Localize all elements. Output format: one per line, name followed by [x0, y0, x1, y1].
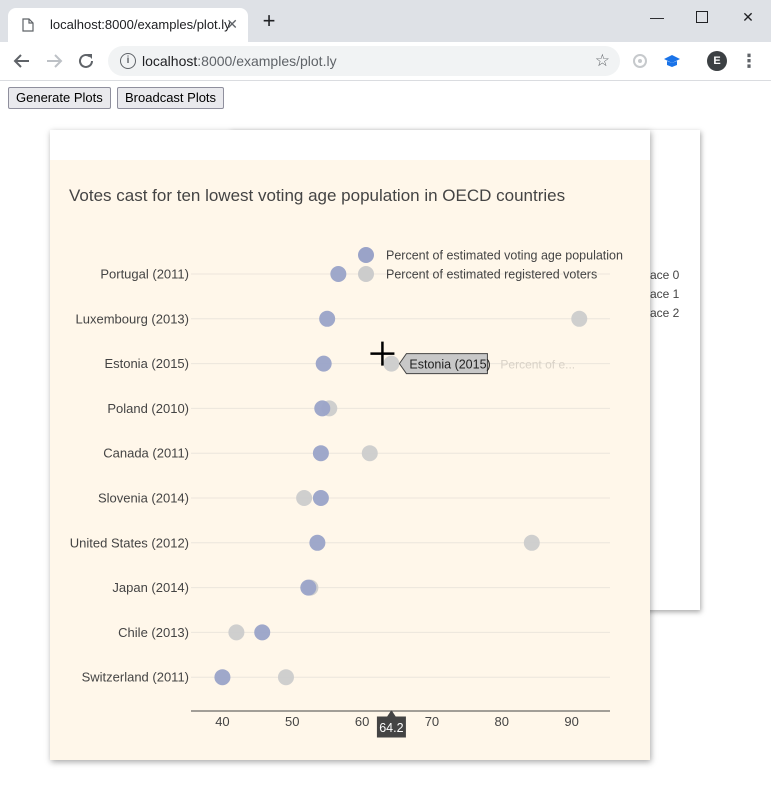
back-arrow-icon[interactable]: [10, 50, 34, 72]
voting-age-dot: [319, 310, 336, 327]
registered-voters-dot: [383, 355, 400, 372]
x-tick-label: 60: [355, 714, 369, 729]
minimize-icon[interactable]: —: [650, 9, 664, 25]
x-tick-label: 50: [285, 714, 299, 729]
legend-label: Percent of estimated registered voters: [386, 268, 597, 282]
x-tick-label: 70: [425, 714, 439, 729]
forward-arrow-icon[interactable]: [42, 50, 66, 72]
hover-series-label: Percent of e...: [500, 358, 575, 372]
y-tick-label: Switzerland (2011): [82, 670, 189, 685]
x-tick-label: 90: [564, 714, 578, 729]
back-legend-item: ace 1: [650, 287, 680, 301]
legend-marker: [358, 266, 374, 282]
hover-tooltip: [398, 353, 488, 375]
profile-avatar[interactable]: E: [707, 51, 727, 71]
registered-voters-dot: [296, 490, 313, 506]
voting-age-dot: [300, 579, 317, 596]
y-tick-label: Luxembourg (2013): [76, 311, 189, 326]
x-tick-label: 80: [495, 714, 509, 729]
y-tick-label: United States (2012): [70, 535, 189, 550]
close-window-icon[interactable]: ✕: [742, 9, 754, 25]
y-tick-label: Poland (2010): [107, 401, 189, 416]
voting-age-dot: [330, 266, 347, 282]
menu-icon[interactable]: ⋮: [740, 51, 758, 71]
info-icon[interactable]: i: [120, 53, 136, 69]
page-icon: [22, 18, 34, 32]
registered-voters-dot: [523, 534, 540, 551]
bookmark-star-icon[interactable]: ☆: [594, 51, 610, 70]
extension-cap-icon[interactable]: [663, 52, 681, 70]
browser-toolbar: i localhost:8000/examples/plot.ly ☆: [0, 42, 771, 81]
broadcast-plots-button[interactable]: Broadcast Plots: [117, 87, 225, 109]
y-tick-label: Estonia (2015): [104, 356, 189, 371]
x-hover-label-box: [376, 710, 406, 738]
registered-voters-dot: [361, 445, 378, 462]
registered-voters-dot: [277, 669, 294, 686]
extension-gear-icon[interactable]: [631, 52, 649, 70]
y-tick-label: Canada (2011): [103, 446, 189, 461]
registered-voters-dot: [571, 310, 588, 327]
url-text: localhost:8000/examples/plot.ly: [142, 53, 337, 69]
voting-age-dot: [312, 445, 329, 462]
reload-icon[interactable]: [74, 50, 98, 72]
browser-tab[interactable]: localhost:8000/examples/plot.ly ✕: [8, 8, 248, 42]
back-legend-item: ace 2: [650, 306, 680, 320]
plot-card: Portugal (2011) Luxembourg (2013) Estonia …: [50, 130, 650, 760]
y-tick-label: Chile (2013): [118, 625, 189, 640]
registered-voters-dot: [228, 624, 245, 641]
legend-marker: [358, 247, 374, 263]
new-tab-button[interactable]: +: [262, 8, 276, 33]
tab-title: localhost:8000/examples/plot.ly: [50, 17, 231, 32]
back-legend-item: ace 0: [650, 268, 680, 282]
generate-plots-button[interactable]: Generate Plots: [8, 87, 111, 109]
voting-age-dot: [309, 534, 326, 551]
voting-age-dot: [315, 355, 332, 372]
dot-plot[interactable]: Portugal (2011) Luxembourg (2013) Estonia …: [50, 130, 650, 760]
voting-age-dot: [254, 624, 271, 641]
close-tab-icon[interactable]: ✕: [226, 16, 238, 32]
voting-age-dot: [214, 669, 231, 686]
y-tick-label: Portugal (2011): [100, 267, 189, 282]
legend-label: Percent of estimated voting age populati…: [386, 249, 623, 263]
plot-background: [50, 160, 650, 760]
address-bar[interactable]: i localhost:8000/examples/plot.ly ☆: [108, 46, 620, 76]
hover-label: Estonia (2015): [409, 358, 490, 372]
tab-strip: localhost:8000/examples/plot.ly ✕ + — ✕: [0, 0, 771, 42]
x-hover-label: 64.2: [379, 721, 403, 735]
x-tick-label: 40: [215, 714, 229, 729]
voting-age-dot: [314, 400, 331, 417]
y-tick-label: Slovenia (2014): [98, 491, 189, 506]
maximize-icon[interactable]: [687, 6, 717, 28]
voting-age-dot: [312, 490, 329, 506]
y-tick-label: Japan (2014): [112, 580, 189, 595]
